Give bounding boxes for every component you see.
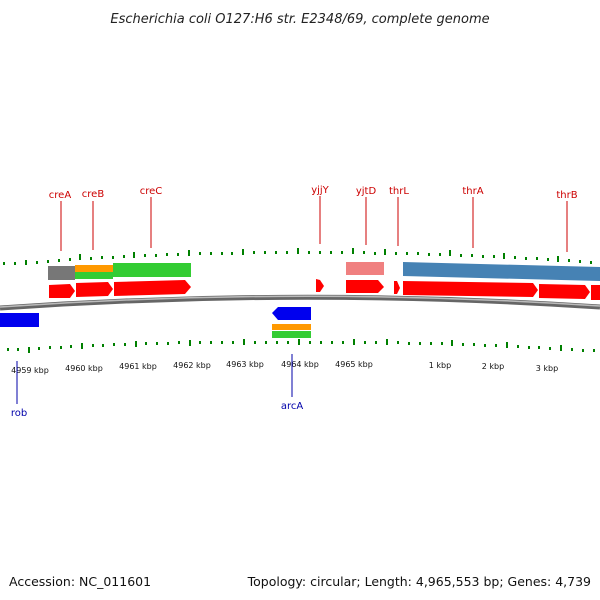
kbp-label: 1 kbp (429, 361, 451, 370)
genome-title: Escherichia coli O127:H6 str. E2348/69, … (110, 12, 489, 27)
gene-creA (49, 284, 75, 298)
gene-label-yjjY: yjjY (311, 185, 329, 196)
gene-thrC (591, 285, 600, 300)
top-leader-lines (60, 196, 568, 252)
gene-label-creC: creC (140, 186, 163, 197)
feature-green (113, 263, 191, 277)
kbp-label: 4962 kbp (173, 361, 211, 370)
feature-steelblue (403, 262, 600, 281)
gene-arcA (272, 307, 311, 320)
gene-label-creB: creB (82, 189, 105, 200)
bottom-gene-labels: rob arcA (11, 401, 304, 419)
feature-gray (48, 266, 75, 280)
feature-pink (346, 262, 384, 275)
gene-label-rob: rob (11, 408, 27, 419)
top-gene-labels: creA creB creC yjjY yjtD thrL thrA thrB (49, 185, 578, 201)
genome-backbone (0, 294, 600, 311)
kbp-label: 4964 kbp (281, 360, 319, 369)
bottom-leader-lines (16, 354, 293, 404)
bottom-tick-row (7, 339, 595, 353)
gene-label-thrA: thrA (462, 186, 483, 197)
kbp-label: 3 kbp (536, 364, 558, 373)
gene-creB (76, 282, 113, 297)
feature-green (272, 331, 311, 338)
kbp-label: 4960 kbp (65, 364, 103, 373)
gene-label-yjtD: yjtD (356, 186, 377, 197)
gene-label-creA: creA (49, 190, 72, 201)
feature-orange (75, 265, 113, 272)
accession-text: Accession: NC_011601 (9, 574, 151, 589)
gene-rob (0, 313, 39, 327)
kbp-scale: 4959 kbp 4960 kbp 4961 kbp 4962 kbp 4963… (11, 360, 558, 375)
gene-label-thrL: thrL (389, 186, 409, 197)
genome-summary-text: Topology: circular; Length: 4,965,553 bp… (247, 574, 591, 589)
feature-orange (272, 324, 311, 330)
gene-creC (114, 280, 191, 296)
gene-thrB (539, 284, 590, 299)
gene-thrA (403, 281, 538, 297)
gene-label-arcA: arcA (281, 401, 304, 412)
gene-label-thrB: thrB (556, 190, 577, 201)
gene-yjtD (346, 280, 384, 293)
kbp-label: 4959 kbp (11, 366, 49, 375)
gene-yjjY (316, 279, 324, 292)
kbp-label: 4965 kbp (335, 360, 373, 369)
genome-backbone-highlight (0, 295, 600, 308)
kbp-label: 4961 kbp (119, 362, 157, 371)
kbp-label: 2 kbp (482, 362, 504, 371)
kbp-label: 4963 kbp (226, 360, 264, 369)
forward-genes (49, 279, 600, 300)
gene-thrL (394, 281, 400, 294)
feature-green (75, 272, 113, 279)
top-tick-row (3, 248, 592, 265)
